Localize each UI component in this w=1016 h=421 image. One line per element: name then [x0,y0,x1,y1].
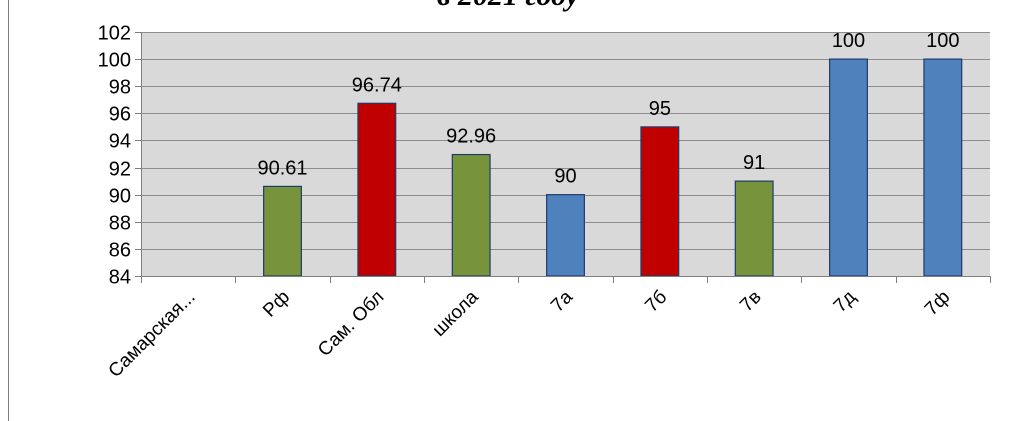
x-tick-label: школа [429,286,483,340]
bar [640,126,680,277]
bar [263,185,302,277]
bar [923,58,963,277]
x-tick-label: Самарская... [105,287,200,382]
y-tick-label: 84 [109,267,131,289]
x-tick-label: 7д [830,287,860,317]
x-tick-label: 7б [641,287,671,317]
y-tick-label: 94 [109,131,131,153]
data-label: 90.61 [257,157,307,179]
bar [734,180,774,277]
data-label: 100 [926,30,959,52]
axes [135,32,991,283]
data-label: 92.96 [446,126,496,148]
x-tick-label: Рф [259,287,294,322]
y-tick-label: 92 [109,159,131,181]
x-tick-label: 7в [736,287,765,316]
y-tick-label: 86 [109,240,131,262]
data-label: 96.74 [352,74,402,96]
chart-title: в 2021 году [0,0,1016,13]
bars [263,58,963,277]
y-tick-label: 88 [109,213,131,235]
data-label: 90 [554,166,576,188]
data-label: 91 [743,152,765,174]
bar [829,58,868,277]
y-tick-label: 100 [98,50,131,72]
x-tick-label: Сам. Обл [314,287,388,361]
y-tick-label: 102 [98,23,131,45]
x-tick-label: 7а [547,286,577,316]
y-tick-label: 98 [109,77,131,99]
bar [451,153,491,277]
bar [546,194,585,277]
bar [357,102,397,277]
y-tick-label: 96 [109,104,131,126]
data-label: 100 [832,30,865,52]
data-label: 95 [649,98,671,120]
y-tick-label: 90 [109,186,131,208]
x-tick-label: 7ф [921,287,954,320]
